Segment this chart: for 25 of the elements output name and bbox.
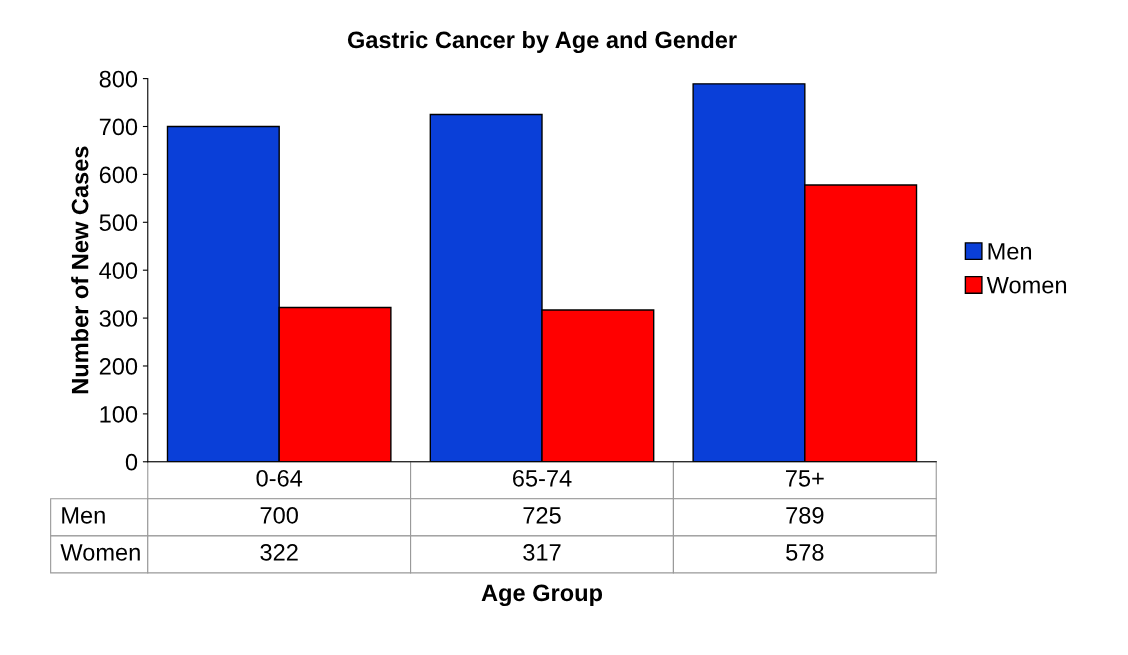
data-label: 789 xyxy=(786,506,824,524)
data-label: 700 xyxy=(260,506,298,524)
y-tick-label: 0 xyxy=(125,453,138,471)
y-tick-label: 100 xyxy=(100,405,138,423)
chart-title: Gastric Cancer by Age and Gender xyxy=(347,30,737,54)
data-label: 317 xyxy=(523,543,561,561)
text: Men xyxy=(62,507,105,524)
x-axis-title: Age Group xyxy=(481,584,603,607)
y-tick-label: 600 xyxy=(99,166,138,184)
legend-label: Men xyxy=(988,243,1032,260)
y-tick-label: 800 xyxy=(99,70,138,88)
data-label: 578 xyxy=(786,543,824,561)
x-tick-label: 0-64 xyxy=(256,469,303,487)
x-tick-label: 75+ xyxy=(786,470,824,487)
legend-label: Women xyxy=(986,276,1067,294)
text: Women xyxy=(60,544,140,561)
data-label: 725 xyxy=(523,506,561,524)
y-tick-label: 700 xyxy=(99,118,138,136)
y-tick-label: 500 xyxy=(99,214,138,232)
data-label: 322 xyxy=(260,543,298,561)
y-tick-label: 300 xyxy=(99,310,138,327)
y-tick-label: 200 xyxy=(99,358,138,375)
y-axis-title: Number of New Cases xyxy=(71,146,89,394)
y-tick-label: 400 xyxy=(99,262,138,279)
x-tick-label: 65-74 xyxy=(513,469,572,487)
